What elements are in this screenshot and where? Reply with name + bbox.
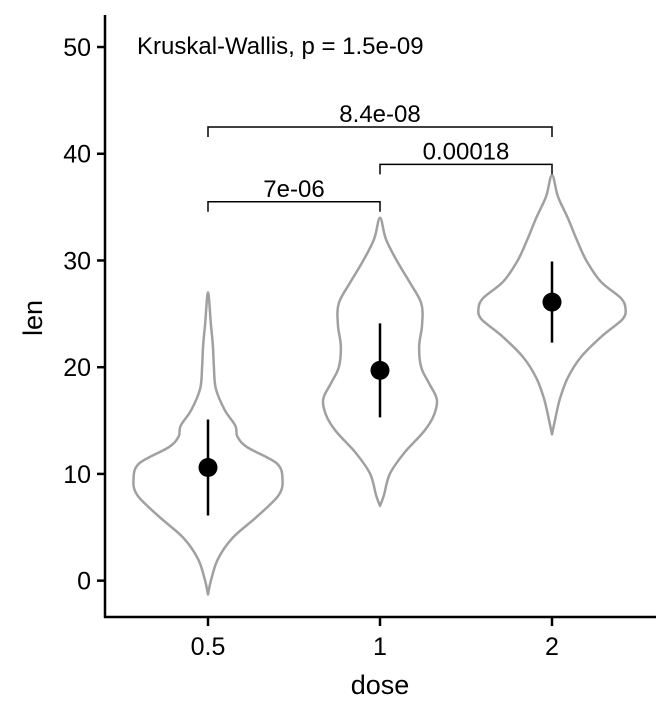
y-tick-label-0: 0 — [77, 568, 91, 596]
comparison-bracket-2 — [379, 163, 553, 175]
mean-point-0.5 — [198, 458, 218, 478]
annotation-text: Kruskal-Wallis, p = 1.5e-09 — [137, 33, 424, 60]
comparison-bracket-1 — [207, 201, 381, 212]
y-tick-label-40: 40 — [63, 141, 91, 169]
x-tick-label-1: 1 — [373, 633, 387, 661]
comparison-pvalue-2: 0.00018 — [423, 138, 510, 165]
y-tick-label-10: 10 — [63, 461, 91, 489]
comparison-pvalue-1: 7e-06 — [263, 176, 324, 203]
y-tick-label-50: 50 — [63, 34, 91, 62]
x-tick-label-2: 2 — [545, 633, 559, 661]
y-axis-ticks: 0 10 20 30 40 50 — [63, 34, 105, 596]
x-axis-title: dose — [351, 670, 410, 700]
mean-point-1 — [370, 360, 390, 380]
comparison-pvalue-3: 8.4e-08 — [339, 101, 420, 128]
y-axis-title: len — [18, 300, 48, 336]
x-tick-label-0.5: 0.5 — [191, 633, 226, 661]
y-tick-label-30: 30 — [63, 247, 91, 275]
mean-point-2 — [542, 292, 562, 312]
comparison-bracket-3 — [207, 126, 553, 138]
x-axis-ticks: 0.5 1 2 — [191, 618, 559, 661]
y-tick-label-20: 20 — [63, 354, 91, 382]
summary-points — [198, 261, 562, 516]
